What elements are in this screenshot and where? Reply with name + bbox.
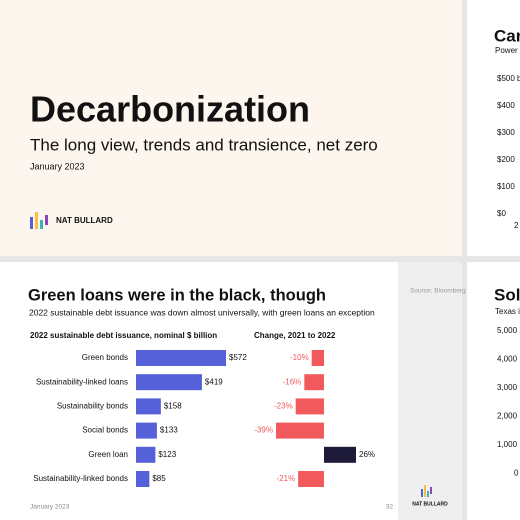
bar <box>136 471 150 487</box>
slide-title: Car <box>494 26 520 45</box>
value-label: 26% <box>359 450 375 459</box>
category-label: Sustainability-linked bonds <box>33 474 128 483</box>
slide-subtitle: 2022 sustainable debt issuance was down … <box>29 307 375 317</box>
chart-title: 2022 sustainable debt issuance, nominal … <box>30 331 217 340</box>
chart-title: Change, 2021 to 2022 <box>254 331 336 340</box>
axis-label: $0 <box>497 209 506 218</box>
slide-subtitle: Texas i <box>495 307 520 316</box>
slide-title: Green loans were in the black, though <box>28 286 326 304</box>
slide-top-right: Car Power $500 b $400 $300 $200 $100 $0 2 <box>467 0 520 256</box>
value-label: $419 <box>205 377 223 386</box>
axis-label: $200 <box>497 155 515 164</box>
value-label: $158 <box>164 402 182 411</box>
bar <box>311 350 324 366</box>
category-label: Sustainability bonds <box>57 402 128 411</box>
sidebar <box>398 262 462 520</box>
bar <box>324 446 356 463</box>
bar <box>295 398 324 415</box>
value-label: -21% <box>276 474 295 483</box>
category-label: Green bonds <box>82 353 128 362</box>
axis-label: $400 <box>497 101 515 110</box>
value-label: $123 <box>158 450 176 459</box>
bar <box>136 374 202 391</box>
value-label: $133 <box>160 426 178 435</box>
bar <box>304 374 324 391</box>
bar <box>276 422 324 439</box>
title-slide <box>0 0 462 256</box>
slide-title: Sola <box>494 285 520 304</box>
value-label: -10% <box>290 353 309 362</box>
bar <box>136 350 226 366</box>
axis-label: 2 <box>514 221 519 230</box>
source: Source: Bloomberg <box>410 288 466 295</box>
value-label: -16% <box>283 377 302 386</box>
axis-label: $100 <box>497 182 515 191</box>
bar <box>136 398 161 415</box>
page-number: 32 <box>386 504 394 511</box>
category-label: Green loan <box>88 450 128 459</box>
axis-label: 1,000 <box>497 440 518 449</box>
axis-label: 4,000 <box>497 355 518 364</box>
axis-label: $500 b <box>497 74 520 83</box>
slide-subtitle: Power <box>495 46 518 55</box>
logo <box>421 485 432 497</box>
bar <box>136 446 156 463</box>
value-label: -23% <box>274 402 293 411</box>
deck-date: January 2023 <box>30 161 85 171</box>
slide-bottom-right: Sola Texas i 5,000 4,000 3,000 2,000 1,000 0 <box>467 262 520 520</box>
value-label: -39% <box>254 426 273 435</box>
deck-subtitle: The long view, trends and transience, ne… <box>30 135 378 154</box>
footer-date: January 2023 <box>30 504 70 511</box>
logo <box>30 212 48 229</box>
category-label: Social bonds <box>82 426 128 435</box>
axis-label: 5,000 <box>497 326 518 335</box>
value-label: $572 <box>229 353 247 362</box>
brand: NAT BULLARD <box>412 501 448 507</box>
category-label: Sustainability-linked loans <box>36 377 128 386</box>
axis-label: $300 <box>497 128 515 137</box>
axis-label: 0 <box>514 469 519 478</box>
axis-label: 2,000 <box>497 412 518 421</box>
axis-label: 3,000 <box>497 383 518 392</box>
bar <box>136 422 157 439</box>
deck-title: Decarbonization <box>30 89 310 130</box>
slide <box>0 262 462 520</box>
value-label: $85 <box>152 474 166 483</box>
brand: NAT BULLARD <box>56 216 113 225</box>
bar <box>298 471 324 487</box>
